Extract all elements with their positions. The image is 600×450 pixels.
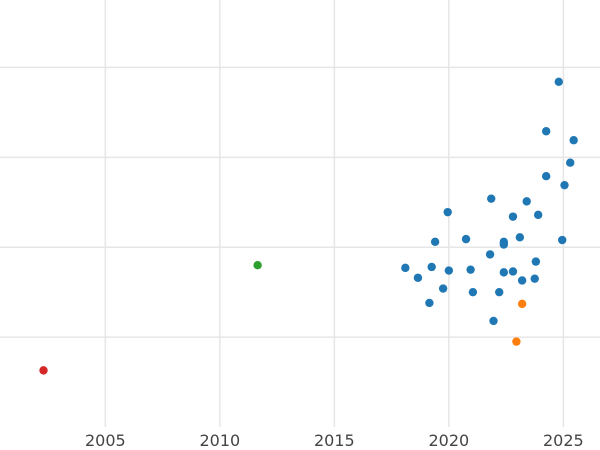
scatter-point <box>566 158 575 167</box>
scatter-point <box>560 180 569 190</box>
scatter-point <box>531 257 541 266</box>
scatter-point <box>517 299 527 309</box>
scatter-point <box>499 268 509 277</box>
scatter-point <box>466 265 475 274</box>
scatter-point <box>499 240 509 249</box>
scatter-point <box>39 366 48 375</box>
scatter-point <box>489 316 498 326</box>
scatter-point <box>425 298 434 308</box>
x-tick-label: 2005 <box>85 431 126 450</box>
scatter-point <box>554 77 563 87</box>
scatter-point <box>443 207 452 217</box>
scatter-point <box>438 284 448 293</box>
scatter-point <box>485 250 495 259</box>
scatter-point <box>401 263 410 273</box>
scatter-point <box>427 262 436 272</box>
scatter-point <box>533 210 543 220</box>
scatter-point <box>444 266 454 275</box>
scatter-point <box>541 127 551 136</box>
x-tick-label: 2025 <box>543 431 584 450</box>
scatter-point <box>569 136 578 145</box>
data-points <box>39 77 578 375</box>
scatter-point <box>253 260 262 270</box>
x-tick-label: 2020 <box>428 431 469 450</box>
scatter-point <box>461 234 471 244</box>
x-tick-label: 2010 <box>199 431 240 450</box>
scatter-point <box>508 267 518 276</box>
scatter-point <box>468 287 478 297</box>
scatter-point <box>517 276 527 285</box>
scatter-point <box>512 337 521 346</box>
scatter-point <box>508 212 518 221</box>
x-tick-label: 2015 <box>314 431 355 450</box>
scatter-point <box>430 237 440 247</box>
scatter-point <box>413 273 423 282</box>
scatter-point <box>515 233 525 242</box>
scatter-point <box>558 235 567 245</box>
x-axis-tick-labels: 2005 2010 2015 2020 2025 <box>85 431 584 450</box>
scatter-point <box>541 171 551 181</box>
scatter-point <box>495 287 504 297</box>
scatter-point <box>487 194 496 203</box>
scatter-point <box>530 274 539 283</box>
grid <box>0 0 600 427</box>
scatter-point <box>522 197 531 206</box>
